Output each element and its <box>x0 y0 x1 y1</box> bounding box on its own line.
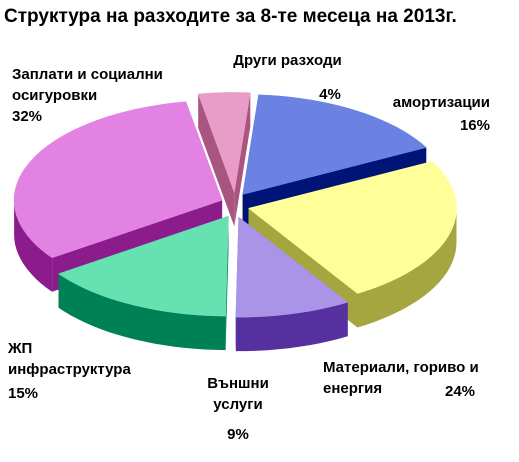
slice-value-label: 24% <box>445 383 476 400</box>
slice-label: Други разходи <box>233 52 342 69</box>
slice-label: Външни услуги <box>207 375 269 413</box>
slice <box>235 216 349 318</box>
slice <box>247 161 457 294</box>
slice-value-label: 16% <box>459 117 490 134</box>
slice-label: амортизации <box>392 94 490 111</box>
slice-value-label: 32% <box>12 108 43 125</box>
slice-value-label: 4% <box>319 86 341 103</box>
slice <box>197 92 251 194</box>
slice-side <box>14 200 53 292</box>
slice-value-label: 9% <box>227 426 249 443</box>
slice <box>13 101 223 259</box>
slice-value-label: 15% <box>8 385 39 402</box>
slice-label: Заплати и социални осигуровки <box>12 66 163 104</box>
slice <box>57 215 229 317</box>
slice-side <box>58 273 226 351</box>
slice-label: Материали, гориво и енергия <box>323 359 479 397</box>
slice-side <box>357 208 457 328</box>
chart-title: Структура на разходите за 8-те месеца на… <box>4 6 457 27</box>
slice-side <box>235 302 348 352</box>
slice-wall <box>198 93 235 227</box>
slice-wall <box>234 92 251 227</box>
slice <box>242 94 427 195</box>
slice-label: ЖП инфраструктура <box>8 340 131 378</box>
